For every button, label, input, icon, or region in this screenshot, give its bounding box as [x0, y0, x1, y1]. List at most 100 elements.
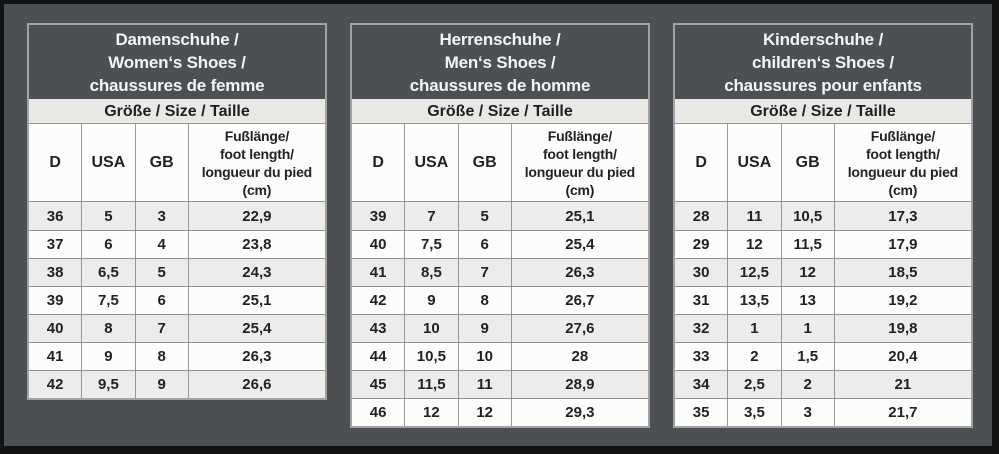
column-header-foot-length: Fußlänge/ foot length/ longueur du pied …	[512, 124, 648, 201]
table-cell: 41	[29, 343, 83, 370]
size-header: Größe / Size / Taille	[29, 99, 325, 124]
table-cell: 13,5	[728, 287, 782, 314]
table-row: 30 12,5 12 18,5	[675, 258, 971, 286]
table-cell: 38	[29, 259, 83, 286]
table-cell: 40	[352, 231, 406, 258]
table-cell: 29,3	[565, 404, 595, 421]
size-header: Größe / Size / Taille	[675, 99, 971, 124]
table-cell: 7	[405, 202, 459, 230]
table-row: 38 6,5 5 24,3	[29, 258, 325, 286]
table-cell: 13	[782, 287, 835, 314]
table-cell: 26,6	[242, 376, 272, 393]
tables-container: Damenschuhe / Women‘s Shoes / chaussures…	[4, 4, 992, 428]
table-row: 35 3,5 3 21,7	[675, 398, 971, 426]
table-cell: 30	[675, 259, 729, 286]
title-line-fr: chaussures pour enfants	[724, 75, 922, 95]
table-cell: 1	[782, 315, 835, 342]
table-row: 40 8 7 25,4	[29, 314, 325, 342]
table-cell: 37	[29, 231, 83, 258]
table-cell: 40	[29, 315, 83, 342]
table-cell: 6	[82, 231, 136, 258]
table-cell: 12	[782, 259, 835, 286]
table-row: 42 9 8 26,7	[352, 286, 648, 314]
table-cell: 8,5	[405, 259, 459, 286]
table-cell: 21,7	[888, 404, 918, 421]
title-line-fr: chaussures de homme	[409, 75, 591, 95]
children-table-title: Kinderschuhe / children‘s Shoes / chauss…	[675, 25, 971, 99]
table-cell: 4	[136, 231, 189, 258]
table-cell: 25,4	[242, 320, 272, 337]
table-cell: 29	[675, 231, 729, 258]
table-cell: 9	[136, 371, 189, 398]
column-header-usa: USA	[405, 124, 459, 201]
table-cell: 2	[728, 343, 782, 370]
table-cell: 28	[571, 348, 589, 365]
table-cell: 21	[894, 376, 912, 393]
chart-background: Damenschuhe / Women‘s Shoes / chaussures…	[4, 4, 992, 446]
table-cell: 7	[136, 315, 189, 342]
table-cell: 11	[728, 202, 782, 230]
title-line-de: Damenschuhe /	[115, 29, 239, 49]
table-row: 39 7 5 25,1	[352, 202, 648, 230]
title-line-de: Kinderschuhe /	[762, 29, 883, 49]
table-cell: 32	[675, 315, 729, 342]
title-line-de: Herrenschuhe /	[439, 29, 561, 49]
column-header-d: D	[29, 124, 83, 201]
table-row: 43 10 9 27,6	[352, 314, 648, 342]
men-table-title: Herrenschuhe / Men‘s Shoes / chaussures …	[352, 25, 648, 99]
foot-length-unit: (cm)	[565, 181, 595, 198]
table-cell: 25,1	[565, 207, 595, 225]
table-cell: 7,5	[82, 287, 136, 314]
men-table-body: 39 7 5 25,1 40 7,5 6 25,4 41 8,5 7 26,3 42 9 8 26,7 43 10…	[352, 202, 648, 426]
column-header-row: D USA GB Fußlänge/ foot length/ longueur…	[675, 124, 971, 202]
table-cell: 12	[405, 399, 459, 426]
table-cell: 39	[29, 287, 83, 314]
table-cell: 7	[459, 259, 512, 286]
column-header-d: D	[675, 124, 729, 201]
table-cell: 19,2	[888, 292, 918, 309]
table-row: 32 1 1 19,8	[675, 314, 971, 342]
table-cell: 12	[459, 399, 512, 426]
table-cell: 5	[82, 202, 136, 230]
table-cell: 7,5	[405, 231, 459, 258]
women-table-title: Damenschuhe / Women‘s Shoes / chaussures…	[29, 25, 325, 99]
title-line-fr: chaussures de femme	[89, 75, 265, 95]
table-cell: 5	[459, 202, 512, 230]
table-cell: 8	[82, 315, 136, 342]
table-cell: 17,9	[888, 236, 918, 253]
foot-length-line-en: foot length/	[865, 145, 940, 162]
table-cell: 25,4	[565, 236, 595, 253]
table-cell: 3,5	[728, 399, 782, 426]
table-row: 39 7,5 6 25,1	[29, 286, 325, 314]
table-cell: 10,5	[782, 202, 835, 230]
table-cell: 43	[352, 315, 406, 342]
table-cell: 17,3	[888, 207, 918, 225]
table-row: 46 12 12 29,3	[352, 398, 648, 426]
table-cell: 9,5	[82, 371, 136, 398]
table-row: 36 5 3 22,9	[29, 202, 325, 230]
table-row: 42 9,5 9 26,6	[29, 370, 325, 398]
table-cell: 6	[136, 287, 189, 314]
table-cell: 33	[675, 343, 729, 370]
table-cell: 11,5	[782, 231, 835, 258]
table-cell: 22,9	[242, 207, 272, 225]
table-cell: 28	[675, 202, 729, 230]
table-cell: 18,5	[888, 264, 918, 281]
table-cell: 36	[29, 202, 83, 230]
column-header-gb: GB	[782, 124, 835, 201]
women-shoes-table: Damenschuhe / Women‘s Shoes / chaussures…	[27, 23, 327, 400]
column-header-usa: USA	[82, 124, 136, 201]
foot-length-line-fr: longueur du pied	[201, 163, 313, 180]
table-cell: 20,4	[888, 348, 918, 365]
column-header-gb: GB	[136, 124, 189, 201]
table-row: 45 11,5 11 28,9	[352, 370, 648, 398]
table-cell: 6,5	[82, 259, 136, 286]
table-cell: 11	[459, 371, 512, 398]
table-cell: 26,3	[242, 348, 272, 365]
table-cell: 25,1	[242, 292, 272, 309]
table-row: 34 2,5 2 21	[675, 370, 971, 398]
table-row: 44 10,5 10 28	[352, 342, 648, 370]
table-cell: 1,5	[782, 343, 835, 370]
table-row: 37 6 4 23,8	[29, 230, 325, 258]
